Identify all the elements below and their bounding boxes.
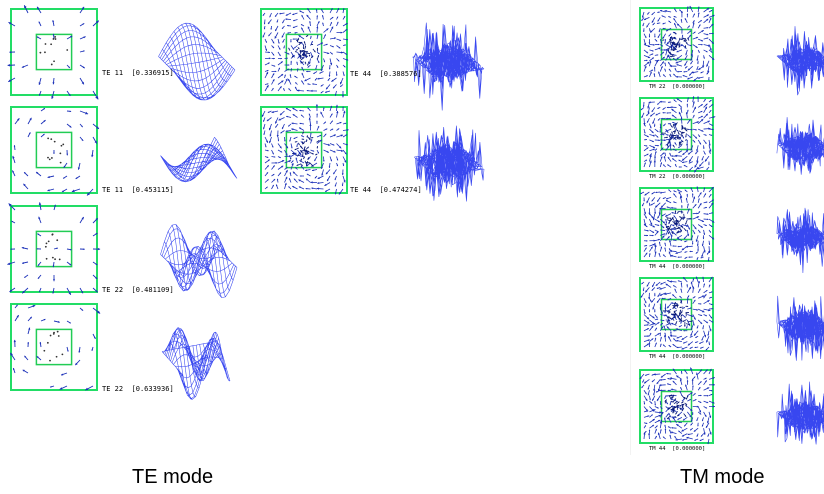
field-vector-plot: [7, 202, 101, 296]
te-mode-cell: TE 44 [0.388576]: [258, 5, 488, 111]
mode-surface-plot: [414, 125, 485, 202]
tm-panel: TM 22 [0.000000] TM 22 [0.000000] TM 44 …: [630, 0, 824, 455]
field-vector-plot: [10, 106, 100, 196]
mode-surface-plot: [160, 224, 238, 298]
te-caption: TE mode: [132, 466, 214, 488]
field-vector-plot: [639, 5, 715, 82]
mode-surface-plot: [158, 22, 236, 101]
field-vector-plot: [260, 104, 349, 195]
mode-label: TE 22 [0.481109]: [102, 286, 174, 294]
mode-label: TE 11 [0.453115]: [102, 186, 174, 194]
field-vector-plot: [639, 367, 715, 445]
mode-label: TM 44 [0.000000]: [649, 264, 706, 270]
tm-mode-cell: TM 44 [0.000000]: [637, 367, 824, 455]
mode-surface-plot: [161, 327, 231, 400]
field-vector-plot: [10, 303, 101, 391]
te-mode-cell: TE 11 [0.453115]: [7, 103, 238, 198]
field-vector-plot: [639, 96, 716, 173]
mode-surface-plot: [776, 295, 824, 361]
te-mode-cell: TE 22 [0.481109]: [7, 202, 238, 298]
mode-label: TM 22 [0.000000]: [649, 174, 706, 180]
te-mode-cell: TE 22 [0.633936]: [7, 300, 237, 400]
field-vector-plot: [639, 186, 715, 262]
mode-surface-plot: [412, 22, 485, 111]
mode-surface-plot: [160, 137, 238, 183]
te-mode-cell: TE 44 [0.474274]: [258, 103, 488, 202]
te-panel: TE 11 [0.336915] TE 11 [0.453115] TE 22 …: [0, 0, 490, 410]
mode-label: TM 44 [0.000000]: [649, 446, 706, 452]
tm-mode-cell: TM 44 [0.000000]: [637, 185, 824, 274]
mode-label: TM 22 [0.000000]: [649, 84, 706, 90]
mode-label: TM 44 [0.000000]: [649, 354, 706, 360]
mode-surface-plot: [776, 26, 824, 96]
field-vector-plot: [639, 276, 714, 352]
mode-label: TE 44 [0.388576]: [350, 70, 422, 78]
mode-surface-plot: [776, 207, 824, 274]
mode-label: TE 11 [0.336915]: [102, 69, 174, 77]
te-mode-cell: TE 11 [0.336915]: [7, 5, 237, 101]
tm-mode-cell: TM 22 [0.000000]: [637, 5, 824, 96]
field-vector-plot: [260, 7, 349, 98]
mode-surface-plot: [776, 117, 824, 175]
tm-mode-cell: TM 22 [0.000000]: [637, 95, 824, 183]
mode-label: TE 22 [0.633936]: [102, 385, 174, 393]
field-vector-plot: [7, 5, 100, 100]
tm-mode-cell: TM 44 [0.000000]: [637, 275, 824, 363]
tm-caption: TM mode: [680, 466, 765, 488]
mode-label: TE 44 [0.474274]: [350, 186, 422, 194]
mode-surface-plot: [776, 381, 824, 445]
